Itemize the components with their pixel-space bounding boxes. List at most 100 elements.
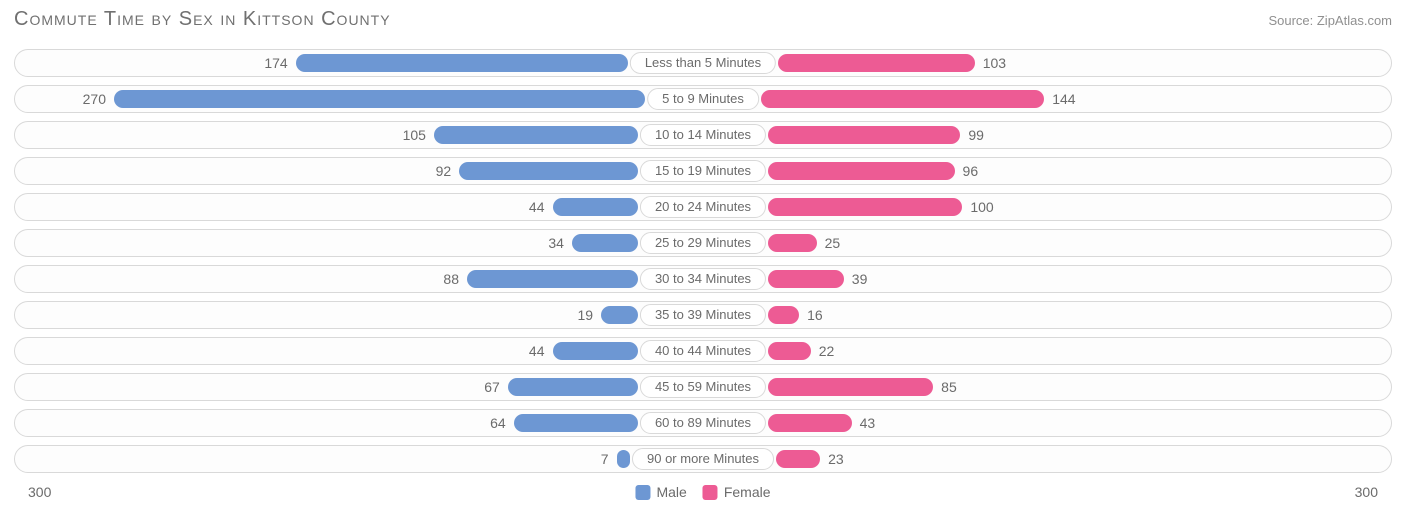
male-value: 270 [75, 91, 114, 107]
male-half: 44 [15, 338, 703, 364]
male-value: 19 [570, 307, 602, 323]
female-bar [768, 162, 955, 180]
male-bar [459, 162, 638, 180]
chart-row: 64 43 60 to 89 Minutes [14, 409, 1392, 437]
male-value: 7 [593, 451, 617, 467]
female-value: 96 [955, 163, 987, 179]
chart-area: 174 103 Less than 5 Minutes 270 1445 to 9 Mi… [14, 49, 1392, 473]
category-label: 10 to 14 Minutes [640, 124, 766, 146]
male-half: 92 [15, 158, 703, 184]
chart-row: 270 1445 to 9 Minutes [14, 85, 1392, 113]
male-bar [508, 378, 638, 396]
male-bar [514, 414, 638, 432]
axis-max-right: 300 [1355, 484, 1378, 500]
chart-row: 929615 to 19 Minutes [14, 157, 1392, 185]
female-bar [768, 414, 852, 432]
chart-row: 44 22 40 to 44 Minutes [14, 337, 1392, 365]
male-bar [572, 234, 638, 252]
male-half: 105 [15, 122, 703, 148]
female-bar [776, 450, 820, 468]
category-label: 35 to 39 Minutes [640, 304, 766, 326]
chart-row: 19 16 35 to 39 Minutes [14, 301, 1392, 329]
male-half: 34 [15, 230, 703, 256]
male-bar [434, 126, 638, 144]
category-label: Less than 5 Minutes [630, 52, 776, 74]
header: Commute Time by Sex in Kittson County So… [14, 8, 1392, 31]
female-value: 85 [933, 379, 965, 395]
source-attribution: Source: ZipAtlas.com [1268, 13, 1392, 28]
category-label: 5 to 9 Minutes [647, 88, 759, 110]
male-value: 44 [521, 343, 553, 359]
female-value: 22 [811, 343, 843, 359]
female-value: 23 [820, 451, 852, 467]
female-value: 43 [852, 415, 884, 431]
male-value: 64 [482, 415, 514, 431]
male-half: 64 [15, 410, 703, 436]
female-half: 16 [703, 302, 1391, 328]
male-value: 105 [395, 127, 434, 143]
chart-footer: 300 Male Female 300 [14, 481, 1392, 503]
category-label: 20 to 24 Minutes [640, 196, 766, 218]
legend-label: Female [724, 484, 771, 500]
category-label: 60 to 89 Minutes [640, 412, 766, 434]
female-half: 43 [703, 410, 1391, 436]
female-bar [761, 90, 1044, 108]
female-half: 39 [703, 266, 1391, 292]
female-value: 25 [817, 235, 849, 251]
male-bar [617, 450, 630, 468]
chart-row: 67 85 45 to 59 Minutes [14, 373, 1392, 401]
chart-row: 34 25 25 to 29 Minutes [14, 229, 1392, 257]
female-bar [768, 378, 933, 396]
male-value: 44 [521, 199, 553, 215]
category-label: 25 to 29 Minutes [640, 232, 766, 254]
legend-label: Male [656, 484, 686, 500]
male-half: 44 [15, 194, 703, 220]
female-bar [768, 126, 960, 144]
chart-row: 7 23 90 or more Minutes [14, 445, 1392, 473]
female-half: 22 [703, 338, 1391, 364]
male-value: 88 [435, 271, 467, 287]
female-value: 16 [799, 307, 831, 323]
axis-max-left: 300 [28, 484, 51, 500]
male-value: 174 [256, 55, 295, 71]
female-half: 144 [703, 86, 1391, 112]
female-bar [778, 54, 975, 72]
female-bar [768, 198, 962, 216]
male-bar [296, 54, 628, 72]
legend-swatch [635, 485, 650, 500]
category-label: 40 to 44 Minutes [640, 340, 766, 362]
chart-title: Commute Time by Sex in Kittson County [14, 8, 391, 31]
legend-item: Female [703, 484, 771, 500]
chart-row: 88 3930 to 34 Minutes [14, 265, 1392, 293]
female-half: 103 [703, 50, 1391, 76]
category-label: 90 or more Minutes [632, 448, 774, 470]
female-bar [768, 234, 817, 252]
legend-swatch [703, 485, 718, 500]
male-bar [553, 198, 639, 216]
female-half: 23 [703, 446, 1391, 472]
chart-row: 105 9910 to 14 Minutes [14, 121, 1392, 149]
male-half: 67 [15, 374, 703, 400]
female-half: 96 [703, 158, 1391, 184]
male-value: 34 [540, 235, 572, 251]
female-value: 103 [975, 55, 1014, 71]
male-half: 270 [15, 86, 703, 112]
male-half: 7 [15, 446, 703, 472]
female-bar [768, 270, 844, 288]
male-value: 92 [428, 163, 460, 179]
chart-row: 44 100 20 to 24 Minutes [14, 193, 1392, 221]
category-label: 30 to 34 Minutes [640, 268, 766, 290]
female-value: 100 [962, 199, 1001, 215]
female-half: 99 [703, 122, 1391, 148]
category-label: 45 to 59 Minutes [640, 376, 766, 398]
male-half: 174 [15, 50, 703, 76]
legend-item: Male [635, 484, 686, 500]
chart-row: 174 103 Less than 5 Minutes [14, 49, 1392, 77]
male-half: 88 [15, 266, 703, 292]
male-bar [601, 306, 638, 324]
male-bar [467, 270, 638, 288]
female-bar [768, 342, 811, 360]
male-bar [553, 342, 639, 360]
male-bar [114, 90, 645, 108]
female-half: 25 [703, 230, 1391, 256]
